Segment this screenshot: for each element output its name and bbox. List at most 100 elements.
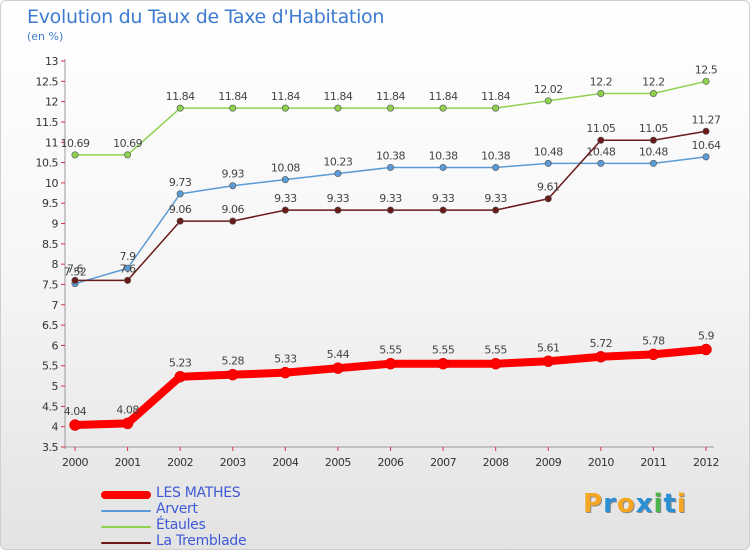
logo-letter: o (616, 489, 636, 519)
data-label: 11.05 (586, 122, 615, 135)
legend-swatch (101, 491, 151, 499)
data-label: 7.6 (67, 262, 83, 275)
data-label: 5.9 (698, 329, 714, 342)
data-point (595, 351, 607, 363)
data-point (492, 163, 500, 171)
data-label: 9.33 (484, 192, 507, 205)
legend-label: Arvert (156, 501, 198, 517)
x-tick-label: 2006 (378, 456, 404, 469)
x-tick-label: 2001 (115, 456, 141, 469)
data-point (229, 104, 237, 112)
data-point (174, 370, 186, 383)
data-point (69, 419, 81, 431)
y-tick-label: 4 (52, 421, 59, 434)
data-label: 7.52 (64, 266, 87, 279)
y-tick-label: 10.5 (36, 157, 59, 170)
data-point (492, 206, 500, 214)
x-tick-label: 2002 (167, 456, 193, 469)
data-point (597, 90, 605, 98)
data-label: 10.23 (323, 156, 352, 169)
data-label: 10.38 (429, 149, 458, 162)
data-label: 5.33 (274, 353, 297, 366)
data-point (124, 264, 132, 272)
y-tick-label: 9.5 (42, 197, 58, 210)
data-point (176, 104, 184, 112)
data-point (544, 97, 552, 105)
y-tick-label: 7.5 (42, 278, 58, 291)
data-point (281, 104, 289, 112)
data-label: 11.84 (481, 90, 510, 103)
y-tick-label: 11 (45, 136, 58, 149)
x-tick-label: 2011 (640, 456, 666, 469)
y-tick-label: 5 (52, 380, 59, 393)
data-label: 12.2 (642, 76, 665, 89)
data-point (649, 90, 657, 98)
data-label: 9.33 (327, 192, 350, 205)
data-point (702, 77, 710, 85)
data-point (384, 357, 397, 370)
data-point (437, 357, 449, 370)
y-tick-label: 12 (45, 96, 58, 109)
data-label: 4.04 (64, 405, 87, 418)
data-label: 5.44 (327, 348, 350, 361)
data-label: 11.27 (692, 113, 721, 126)
data-point (71, 151, 79, 159)
y-tick-label: 10 (45, 177, 58, 190)
y-tick-label: 12.5 (36, 75, 59, 88)
data-label: 9.93 (222, 168, 245, 181)
data-point (649, 136, 657, 144)
data-label: 5.28 (222, 355, 245, 368)
data-label: 9.06 (169, 203, 192, 216)
y-tick-label: 13 (45, 55, 58, 68)
data-label: 11.84 (323, 90, 352, 103)
data-point (439, 104, 447, 112)
data-point (492, 104, 500, 112)
x-tick-label: 2010 (588, 456, 614, 469)
data-label: 12.02 (534, 83, 563, 96)
x-tick-label: 2000 (62, 456, 88, 469)
logo-letter: i (676, 489, 687, 519)
data-point (386, 104, 394, 112)
data-label: 5.72 (590, 337, 613, 350)
y-axis-unit: (en %) (27, 30, 64, 43)
y-tick-label: 8.5 (42, 238, 58, 251)
data-label: 5.55 (432, 344, 455, 357)
data-label: 12.2 (590, 76, 613, 89)
data-point (700, 343, 712, 356)
data-point (439, 206, 447, 214)
data-point (439, 163, 447, 171)
data-label: 7.9 (120, 250, 136, 263)
data-label: 9.33 (379, 192, 402, 205)
chart-title: Evolution du Taux de Taxe d'Habitation (27, 6, 385, 28)
data-label: 9.06 (222, 203, 245, 216)
data-point (386, 163, 394, 171)
data-point (229, 182, 237, 190)
y-tick-label: 3.5 (42, 441, 58, 454)
data-label: 11.84 (429, 90, 458, 103)
data-label: 7.6 (120, 262, 136, 275)
data-point (544, 159, 552, 167)
data-label: 11.84 (271, 90, 300, 103)
legend-label: La Tremblade (156, 533, 247, 549)
data-point (702, 153, 710, 161)
data-point (124, 276, 132, 284)
data-label: 5.23 (169, 357, 192, 370)
data-label: 11.84 (166, 90, 195, 103)
data-point (121, 417, 134, 430)
data-label: 10.64 (692, 139, 721, 152)
data-label: 11.84 (376, 90, 405, 103)
y-tick-label: 7 (52, 299, 59, 312)
data-point (279, 366, 292, 379)
logo-letter: x (635, 489, 654, 519)
x-tick-label: 2008 (483, 456, 509, 469)
logo-letter: P (583, 489, 604, 519)
data-label: 9.33 (432, 192, 455, 205)
data-label: 10.48 (534, 145, 563, 158)
legend-swatch (101, 510, 151, 512)
data-point (702, 127, 710, 135)
data-point (176, 190, 184, 198)
x-tick-label: 2005 (325, 456, 351, 469)
data-label: 10.08 (271, 162, 300, 175)
data-label: 5.78 (642, 334, 665, 347)
